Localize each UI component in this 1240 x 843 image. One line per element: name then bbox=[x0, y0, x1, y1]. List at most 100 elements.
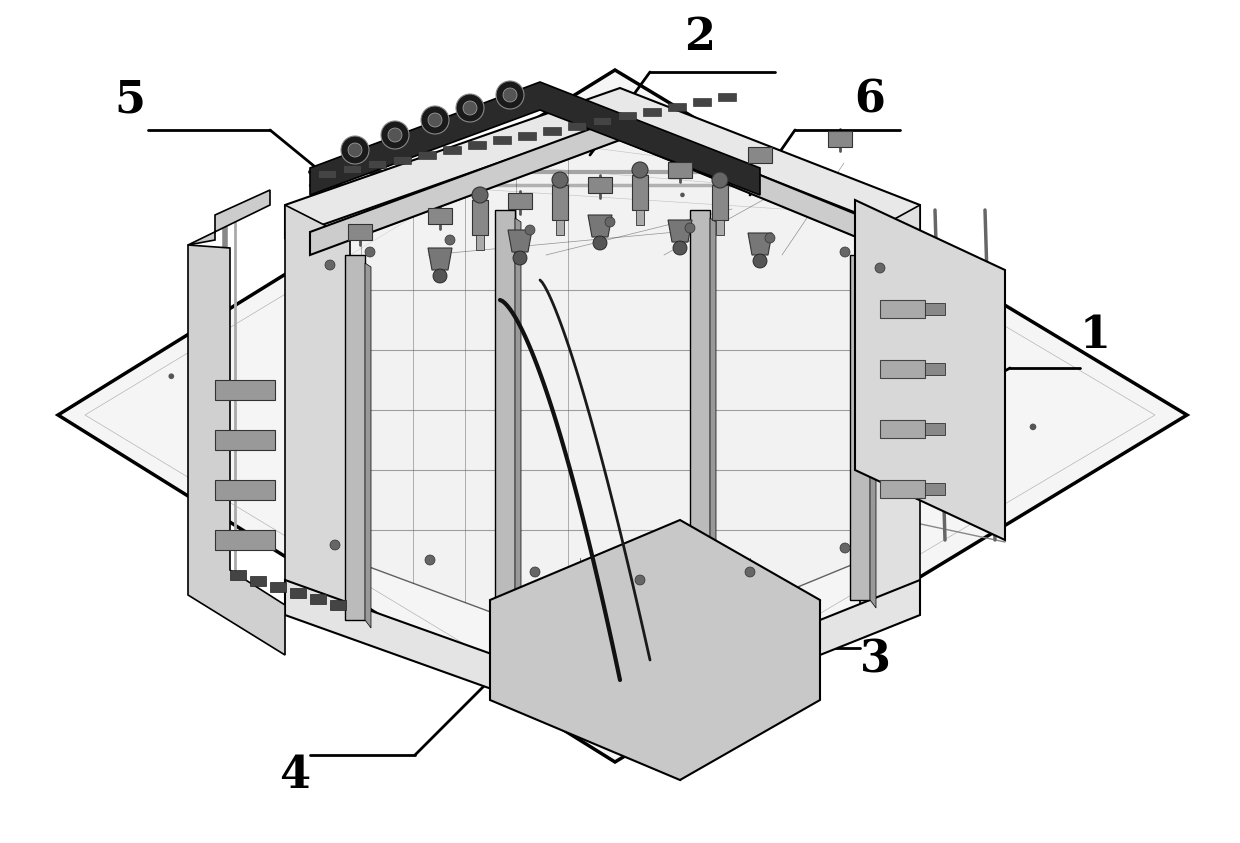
Polygon shape bbox=[870, 263, 875, 608]
Bar bbox=[880, 480, 925, 498]
Circle shape bbox=[632, 162, 649, 178]
Circle shape bbox=[875, 263, 885, 273]
Bar bbox=[552, 185, 568, 220]
Bar bbox=[467, 141, 486, 149]
Bar bbox=[494, 137, 511, 144]
Bar bbox=[712, 185, 728, 220]
Bar bbox=[250, 576, 267, 586]
Polygon shape bbox=[849, 255, 870, 600]
Bar bbox=[632, 175, 649, 210]
Circle shape bbox=[463, 101, 477, 115]
Circle shape bbox=[496, 81, 525, 109]
Polygon shape bbox=[310, 118, 900, 255]
Circle shape bbox=[341, 405, 350, 413]
Bar bbox=[518, 132, 536, 140]
Bar bbox=[543, 126, 560, 135]
Circle shape bbox=[993, 324, 998, 328]
Bar bbox=[925, 423, 945, 435]
Bar bbox=[472, 200, 489, 235]
Circle shape bbox=[388, 128, 402, 142]
Circle shape bbox=[365, 247, 374, 257]
Bar bbox=[215, 380, 275, 400]
Circle shape bbox=[325, 260, 335, 270]
Polygon shape bbox=[508, 230, 532, 252]
Circle shape bbox=[341, 136, 370, 164]
Bar bbox=[317, 170, 336, 178]
Text: 6: 6 bbox=[854, 78, 885, 121]
Circle shape bbox=[425, 555, 435, 565]
Bar bbox=[668, 103, 686, 110]
Circle shape bbox=[839, 247, 849, 257]
Bar bbox=[443, 146, 461, 154]
Circle shape bbox=[753, 254, 768, 268]
Bar bbox=[880, 420, 925, 438]
Polygon shape bbox=[490, 520, 820, 780]
Circle shape bbox=[348, 143, 362, 157]
Polygon shape bbox=[188, 190, 270, 245]
Circle shape bbox=[330, 540, 340, 550]
Circle shape bbox=[525, 225, 534, 235]
Circle shape bbox=[260, 438, 267, 444]
Bar bbox=[748, 147, 773, 163]
Bar bbox=[215, 480, 275, 500]
Circle shape bbox=[1029, 423, 1037, 430]
Bar bbox=[880, 300, 925, 318]
Bar bbox=[229, 570, 246, 580]
Circle shape bbox=[765, 233, 775, 243]
Polygon shape bbox=[365, 263, 371, 628]
Bar bbox=[476, 235, 484, 250]
Bar bbox=[418, 151, 436, 158]
Polygon shape bbox=[588, 215, 613, 237]
Text: 4: 4 bbox=[279, 754, 310, 797]
Circle shape bbox=[513, 251, 527, 265]
Bar bbox=[348, 224, 372, 240]
Polygon shape bbox=[58, 70, 1187, 762]
Text: 2: 2 bbox=[684, 17, 715, 60]
Bar bbox=[368, 160, 386, 169]
Polygon shape bbox=[285, 88, 920, 238]
Bar bbox=[828, 131, 852, 147]
Circle shape bbox=[169, 373, 174, 379]
Bar bbox=[343, 165, 361, 173]
Text: 5: 5 bbox=[114, 78, 145, 121]
Bar bbox=[568, 122, 587, 130]
Polygon shape bbox=[285, 205, 350, 615]
Polygon shape bbox=[861, 205, 920, 615]
Text: 1: 1 bbox=[1080, 314, 1111, 357]
Bar bbox=[715, 220, 724, 235]
Bar bbox=[925, 303, 945, 315]
Circle shape bbox=[433, 269, 446, 283]
Circle shape bbox=[316, 450, 322, 457]
Circle shape bbox=[635, 575, 645, 585]
Circle shape bbox=[503, 88, 517, 102]
Bar bbox=[636, 210, 644, 225]
Bar bbox=[925, 483, 945, 495]
Circle shape bbox=[745, 567, 755, 577]
Circle shape bbox=[605, 217, 615, 227]
Polygon shape bbox=[285, 580, 920, 735]
Bar bbox=[668, 162, 692, 178]
Circle shape bbox=[445, 235, 455, 245]
Bar bbox=[393, 156, 410, 164]
Circle shape bbox=[529, 567, 539, 577]
Bar bbox=[618, 112, 636, 121]
Polygon shape bbox=[668, 220, 692, 242]
Bar bbox=[718, 94, 737, 101]
Polygon shape bbox=[345, 255, 365, 620]
Circle shape bbox=[673, 241, 687, 255]
Circle shape bbox=[552, 172, 568, 188]
Bar bbox=[270, 582, 286, 592]
Bar bbox=[593, 117, 611, 126]
Circle shape bbox=[712, 172, 728, 188]
Bar bbox=[290, 588, 306, 598]
Polygon shape bbox=[310, 82, 760, 195]
Polygon shape bbox=[856, 200, 1004, 540]
Polygon shape bbox=[495, 210, 515, 650]
Bar bbox=[880, 360, 925, 378]
Bar bbox=[508, 193, 532, 209]
Polygon shape bbox=[748, 233, 773, 255]
Bar bbox=[428, 208, 453, 224]
Polygon shape bbox=[689, 210, 711, 650]
Circle shape bbox=[593, 236, 608, 250]
Circle shape bbox=[696, 149, 703, 157]
